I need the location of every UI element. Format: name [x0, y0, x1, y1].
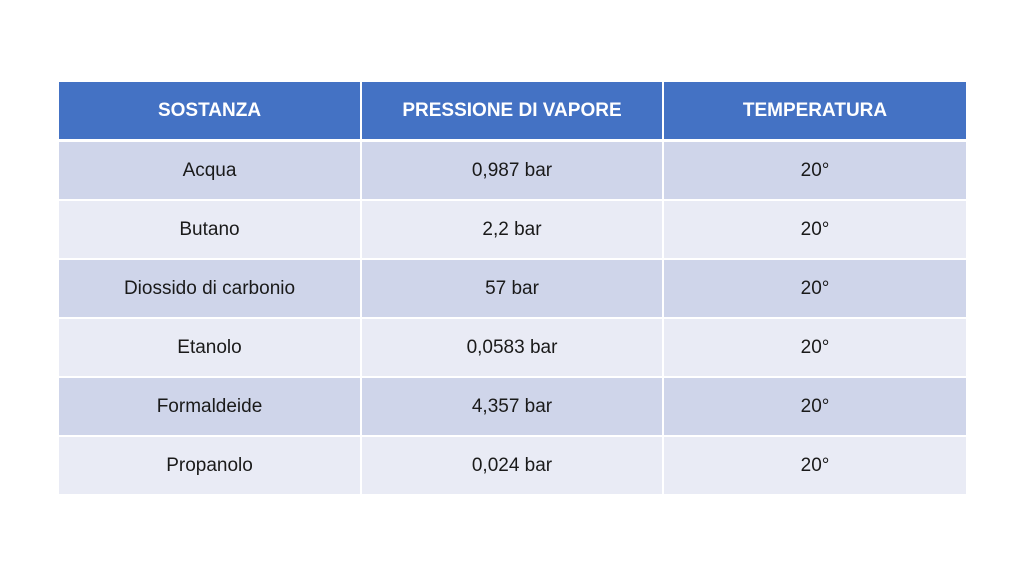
cell-pressione: 57 bar — [360, 258, 663, 318]
cell-pressione: 0,024 bar — [360, 435, 663, 494]
cell-temperatura: 20° — [662, 317, 966, 377]
cell-sostanza: Formaldeide — [59, 376, 361, 436]
cell-temperatura: 20° — [662, 258, 966, 318]
header-sostanza: SOSTANZA — [59, 82, 361, 142]
table-header-row: SOSTANZA PRESSIONE DI VAPORE TEMPERATURA — [59, 82, 966, 142]
cell-sostanza: Etanolo — [59, 317, 361, 377]
cell-sostanza: Butano — [59, 199, 361, 259]
table-row: Etanolo 0,0583 bar 20° — [59, 317, 966, 377]
header-temperatura: TEMPERATURA — [662, 82, 966, 142]
cell-pressione: 0,0583 bar — [360, 317, 663, 377]
cell-pressione: 0,987 bar — [360, 139, 663, 200]
cell-temperatura: 20° — [662, 199, 966, 259]
cell-pressione: 4,357 bar — [360, 376, 663, 436]
cell-sostanza: Acqua — [59, 139, 361, 200]
table-row: Propanolo 0,024 bar 20° — [59, 435, 966, 494]
cell-temperatura: 20° — [662, 139, 966, 200]
cell-sostanza: Propanolo — [59, 435, 361, 494]
cell-temperatura: 20° — [662, 376, 966, 436]
table-row: Diossido di carbonio 57 bar 20° — [59, 258, 966, 318]
header-pressione-di-vapore: PRESSIONE DI VAPORE — [360, 82, 663, 142]
cell-sostanza: Diossido di carbonio — [59, 258, 361, 318]
cell-pressione: 2,2 bar — [360, 199, 663, 259]
vapor-pressure-table: SOSTANZA PRESSIONE DI VAPORE TEMPERATURA… — [59, 82, 966, 494]
table-row: Formaldeide 4,357 bar 20° — [59, 376, 966, 436]
table-row: Acqua 0,987 bar 20° — [59, 139, 966, 200]
table-row: Butano 2,2 bar 20° — [59, 199, 966, 259]
cell-temperatura: 20° — [662, 435, 966, 494]
